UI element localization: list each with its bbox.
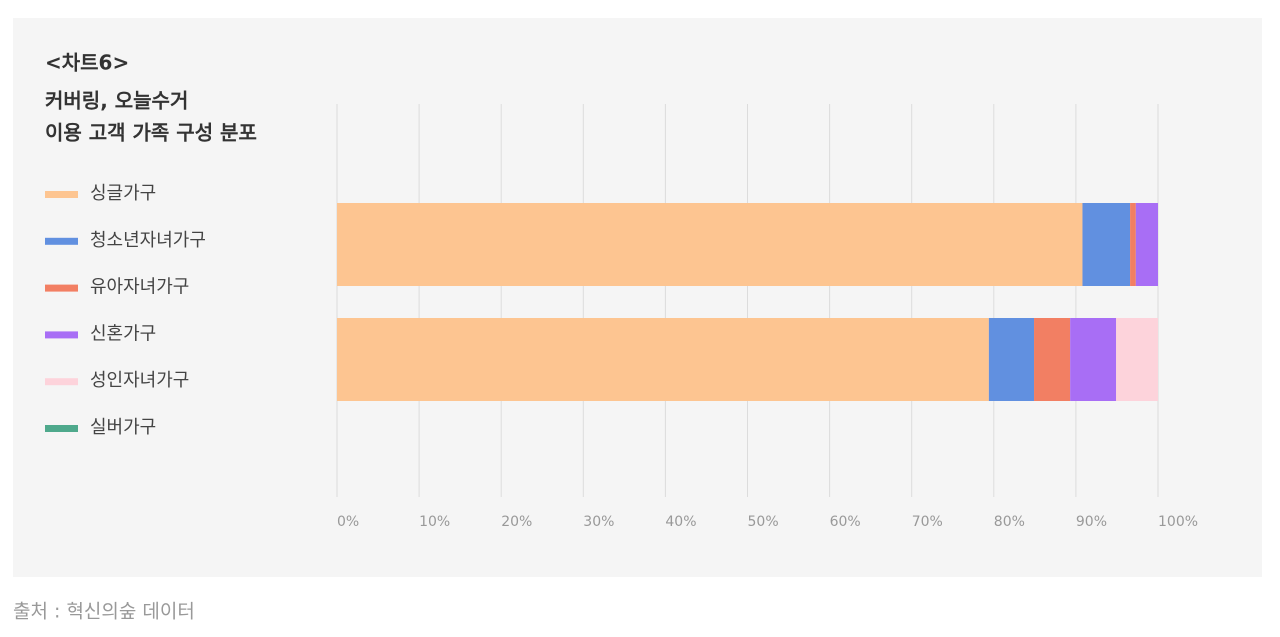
bar-segment — [1116, 318, 1158, 401]
legend-label: 청소년자녀가구 — [90, 230, 206, 251]
x-tick-label: 90% — [1076, 514, 1107, 530]
x-tick-label: 60% — [830, 514, 861, 530]
chart-title: 이용 고객 가족 구성 분포 — [45, 121, 257, 145]
legend-swatch — [45, 331, 78, 339]
legend-label: 싱글가구 — [90, 183, 156, 204]
x-tick-label: 10% — [419, 514, 450, 530]
legend-swatch — [45, 191, 78, 198]
chart-label: <차트6> — [45, 51, 129, 75]
bar-segment — [1070, 318, 1117, 401]
source: 출처 : 혁신의숲 데이터 — [13, 601, 195, 623]
bar-segment — [988, 318, 1035, 401]
x-tick-label: 100% — [1158, 514, 1198, 530]
legend-swatch — [45, 425, 78, 432]
x-tick-label: 80% — [994, 514, 1025, 530]
x-tick-label: 50% — [748, 514, 779, 530]
legend-label: 성인자녀가구 — [90, 370, 189, 391]
bar-segment — [1082, 203, 1131, 286]
legend-label: 실버가구 — [90, 417, 156, 438]
panel — [13, 18, 1262, 577]
legend-swatch — [45, 237, 78, 245]
legend-swatch — [45, 378, 78, 386]
x-tick-label: 30% — [583, 514, 614, 530]
legend-swatch — [45, 284, 78, 292]
x-tick-label: 20% — [501, 514, 532, 530]
bar-segment — [337, 203, 1083, 286]
bar-segment — [1130, 203, 1136, 286]
x-tick-label: 40% — [665, 514, 696, 530]
chart-title: 커버링, 오늘수거 — [45, 89, 188, 113]
bar-segment — [337, 318, 989, 401]
bar-segment — [1135, 203, 1158, 286]
legend-label: 유아자녀가구 — [90, 277, 189, 298]
x-tick-label: 70% — [912, 514, 943, 530]
legend-label: 신혼가구 — [90, 323, 156, 344]
bar-segment — [1034, 318, 1071, 401]
x-tick-label: 0% — [337, 514, 359, 530]
